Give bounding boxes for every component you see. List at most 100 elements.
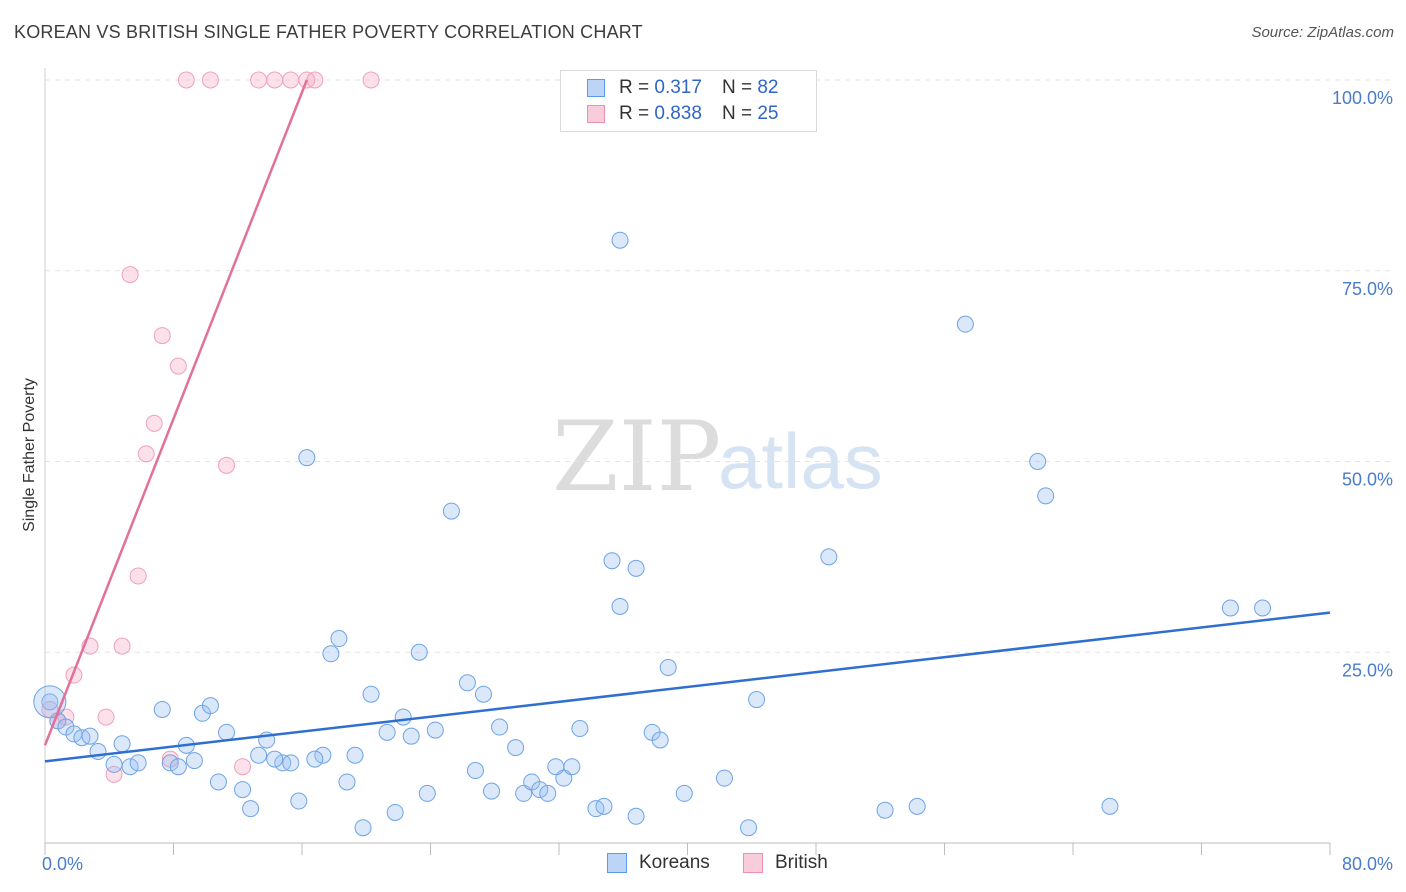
british-point	[105, 765, 123, 783]
korean-point	[250, 746, 268, 764]
y-axis-label: Single Father Poverty	[21, 378, 38, 532]
british-point	[306, 71, 324, 89]
british-point	[218, 456, 236, 474]
source-label: Source: ZipAtlas.com	[1251, 24, 1394, 41]
korean-point	[531, 781, 549, 799]
british-point	[169, 357, 187, 375]
x-tick-label: 80.0%	[1342, 854, 1393, 874]
british-point	[57, 708, 75, 726]
legend-n-label: N =	[721, 77, 753, 98]
korean-point	[402, 727, 420, 745]
korean-point	[306, 750, 324, 768]
y-tick-label: 50.0%	[1342, 470, 1393, 490]
series-koreans	[33, 231, 1272, 837]
korean-point	[338, 773, 356, 791]
korean-point	[956, 315, 974, 333]
korean-point	[282, 754, 300, 772]
korean-point	[539, 784, 557, 802]
legend-label-british: British	[775, 852, 828, 873]
korean-point	[715, 769, 733, 787]
korean-point	[378, 723, 396, 741]
korean-point	[442, 502, 460, 520]
british-point	[234, 758, 252, 776]
y-tick-label: 25.0%	[1342, 660, 1393, 680]
korean-point	[314, 746, 332, 764]
korean-point	[298, 449, 316, 467]
legend-r-value: 0.838	[654, 103, 702, 124]
legend-n-value: 82	[757, 77, 779, 98]
korean-point	[426, 721, 444, 739]
korean-point	[820, 548, 838, 566]
legend-n-value: 25	[757, 103, 779, 124]
korean-point	[1221, 599, 1239, 617]
korean-point	[571, 720, 589, 738]
series-british	[41, 71, 380, 783]
korean-point	[386, 803, 404, 821]
korean-point	[41, 693, 59, 711]
y-tick-labels: 25.0% 50.0% 75.0% 100.0%	[1332, 88, 1393, 680]
korean-point	[876, 801, 894, 819]
korean-point	[105, 755, 123, 773]
british-point	[250, 71, 268, 89]
trend-line-british	[43, 79, 308, 746]
korean-point	[153, 700, 171, 718]
korean-point	[1029, 453, 1047, 470]
legend-item-koreans[interactable]: Koreans	[607, 852, 710, 874]
korean-point	[627, 807, 645, 825]
korean-point	[410, 643, 428, 661]
korean-point	[611, 597, 629, 615]
korean-point	[113, 735, 131, 753]
british-point	[153, 327, 171, 345]
watermark: ZIP atlas	[552, 401, 883, 513]
korean-point	[491, 718, 509, 736]
legend-row-koreans: R = 0.317 N = 82	[587, 76, 778, 100]
korean-point	[201, 697, 219, 715]
korean-point	[330, 630, 348, 648]
korean-point	[185, 752, 203, 770]
legend-swatch-british	[587, 105, 605, 123]
british-point	[201, 71, 219, 89]
korean-point	[475, 685, 493, 703]
korean-point	[563, 758, 581, 776]
korean-point	[483, 782, 501, 800]
chart-title: KOREAN VS BRITISH SINGLE FATHER POVERTY …	[14, 22, 643, 42]
trend-line-koreans	[44, 611, 1331, 763]
axes	[44, 68, 1331, 855]
korean-point	[322, 645, 340, 663]
legend-r-label: R =	[619, 103, 650, 124]
korean-point	[611, 231, 629, 249]
korean-point	[290, 792, 308, 810]
korean-point	[209, 773, 227, 791]
series-legend: Koreans British	[0, 852, 1406, 878]
korean-point	[547, 758, 565, 776]
korean-point	[748, 691, 766, 709]
british-point	[177, 71, 195, 89]
korean-point	[603, 552, 621, 570]
korean-point	[346, 746, 364, 764]
korean-point	[507, 739, 525, 757]
korean-point	[1037, 487, 1055, 505]
watermark-zip: ZIP	[552, 401, 721, 513]
korean-point	[675, 784, 693, 802]
trend-lines	[43, 79, 1331, 763]
korean-point	[651, 731, 669, 749]
korean-point	[418, 784, 436, 802]
british-point	[282, 71, 300, 89]
korean-point	[659, 659, 677, 677]
legend-swatch-koreans	[587, 79, 605, 97]
correlation-legend: R = 0.317 N = 82 R = 0.838 N = 25	[560, 70, 817, 132]
legend-item-british[interactable]: British	[743, 852, 828, 874]
british-point	[97, 708, 115, 726]
legend-r-value: 0.317	[654, 77, 702, 98]
korean-point	[740, 819, 758, 837]
korean-point	[242, 800, 260, 818]
british-point	[113, 637, 131, 655]
british-point	[137, 445, 155, 463]
legend-swatch-british	[743, 853, 763, 873]
gridlines	[45, 79, 1395, 653]
legend-swatch-koreans	[607, 853, 627, 873]
british-point	[121, 266, 139, 284]
korean-point	[394, 708, 412, 726]
legend-row-british: R = 0.838 N = 25	[587, 102, 778, 126]
